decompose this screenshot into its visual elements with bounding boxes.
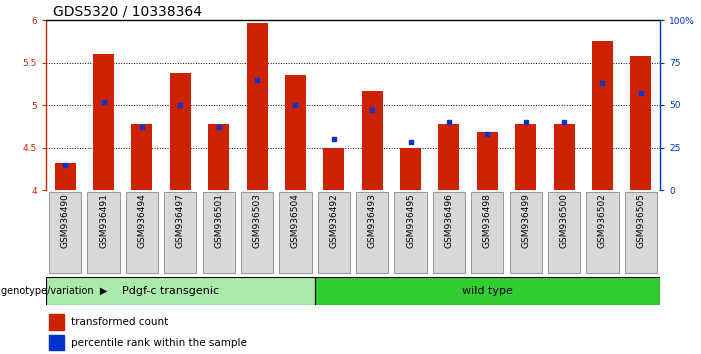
Text: GSM936498: GSM936498	[483, 193, 492, 248]
Bar	[208, 124, 229, 190]
Bar	[247, 23, 268, 190]
Text: percentile rank within the sample: percentile rank within the sample	[71, 338, 247, 348]
Bar	[49, 314, 64, 330]
Text: GSM936492: GSM936492	[329, 193, 339, 248]
FancyBboxPatch shape	[164, 192, 196, 273]
Bar	[362, 91, 383, 190]
FancyBboxPatch shape	[395, 192, 427, 273]
FancyBboxPatch shape	[510, 192, 542, 273]
Bar	[323, 148, 344, 190]
Bar	[630, 56, 651, 190]
Bar	[477, 132, 498, 190]
Text: wild type: wild type	[462, 286, 512, 296]
Text: GSM936496: GSM936496	[444, 193, 454, 248]
FancyBboxPatch shape	[548, 192, 580, 273]
Text: GSM936499: GSM936499	[521, 193, 530, 248]
Text: GSM936494: GSM936494	[137, 193, 147, 248]
Bar	[400, 148, 421, 190]
FancyBboxPatch shape	[46, 277, 315, 305]
Text: transformed count: transformed count	[71, 317, 168, 327]
Text: GSM936490: GSM936490	[61, 193, 69, 248]
Bar	[554, 124, 575, 190]
Bar	[515, 124, 536, 190]
FancyBboxPatch shape	[318, 192, 350, 273]
Bar	[93, 54, 114, 190]
FancyBboxPatch shape	[586, 192, 618, 273]
FancyBboxPatch shape	[88, 192, 120, 273]
FancyBboxPatch shape	[125, 192, 158, 273]
Bar	[592, 41, 613, 190]
Text: GDS5320 / 10338364: GDS5320 / 10338364	[53, 4, 202, 18]
Text: GSM936504: GSM936504	[291, 193, 300, 248]
FancyBboxPatch shape	[203, 192, 235, 273]
FancyBboxPatch shape	[356, 192, 388, 273]
Bar	[131, 124, 153, 190]
FancyBboxPatch shape	[625, 192, 657, 273]
FancyBboxPatch shape	[241, 192, 273, 273]
Bar	[285, 75, 306, 190]
FancyBboxPatch shape	[279, 192, 311, 273]
Text: Pdgf-c transgenic: Pdgf-c transgenic	[122, 286, 219, 296]
Text: GSM936495: GSM936495	[406, 193, 415, 248]
FancyBboxPatch shape	[315, 277, 660, 305]
Text: genotype/variation  ▶: genotype/variation ▶	[1, 286, 107, 296]
Text: GSM936501: GSM936501	[215, 193, 223, 249]
Text: GSM936503: GSM936503	[252, 193, 261, 249]
Text: GSM936491: GSM936491	[99, 193, 108, 248]
Bar	[438, 124, 459, 190]
Text: GSM936497: GSM936497	[176, 193, 185, 248]
Bar	[55, 163, 76, 190]
FancyBboxPatch shape	[433, 192, 465, 273]
Text: GSM936500: GSM936500	[559, 193, 569, 249]
Text: GSM936502: GSM936502	[598, 193, 607, 248]
Bar	[170, 73, 191, 190]
Bar	[49, 335, 64, 350]
FancyBboxPatch shape	[49, 192, 81, 273]
FancyBboxPatch shape	[471, 192, 503, 273]
Text: GSM936505: GSM936505	[637, 193, 646, 249]
Text: GSM936493: GSM936493	[368, 193, 376, 248]
